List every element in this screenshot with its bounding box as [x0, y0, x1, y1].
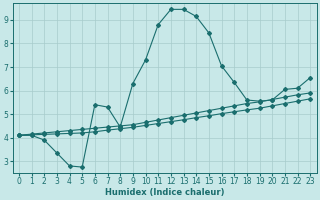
X-axis label: Humidex (Indice chaleur): Humidex (Indice chaleur) [105, 188, 224, 197]
